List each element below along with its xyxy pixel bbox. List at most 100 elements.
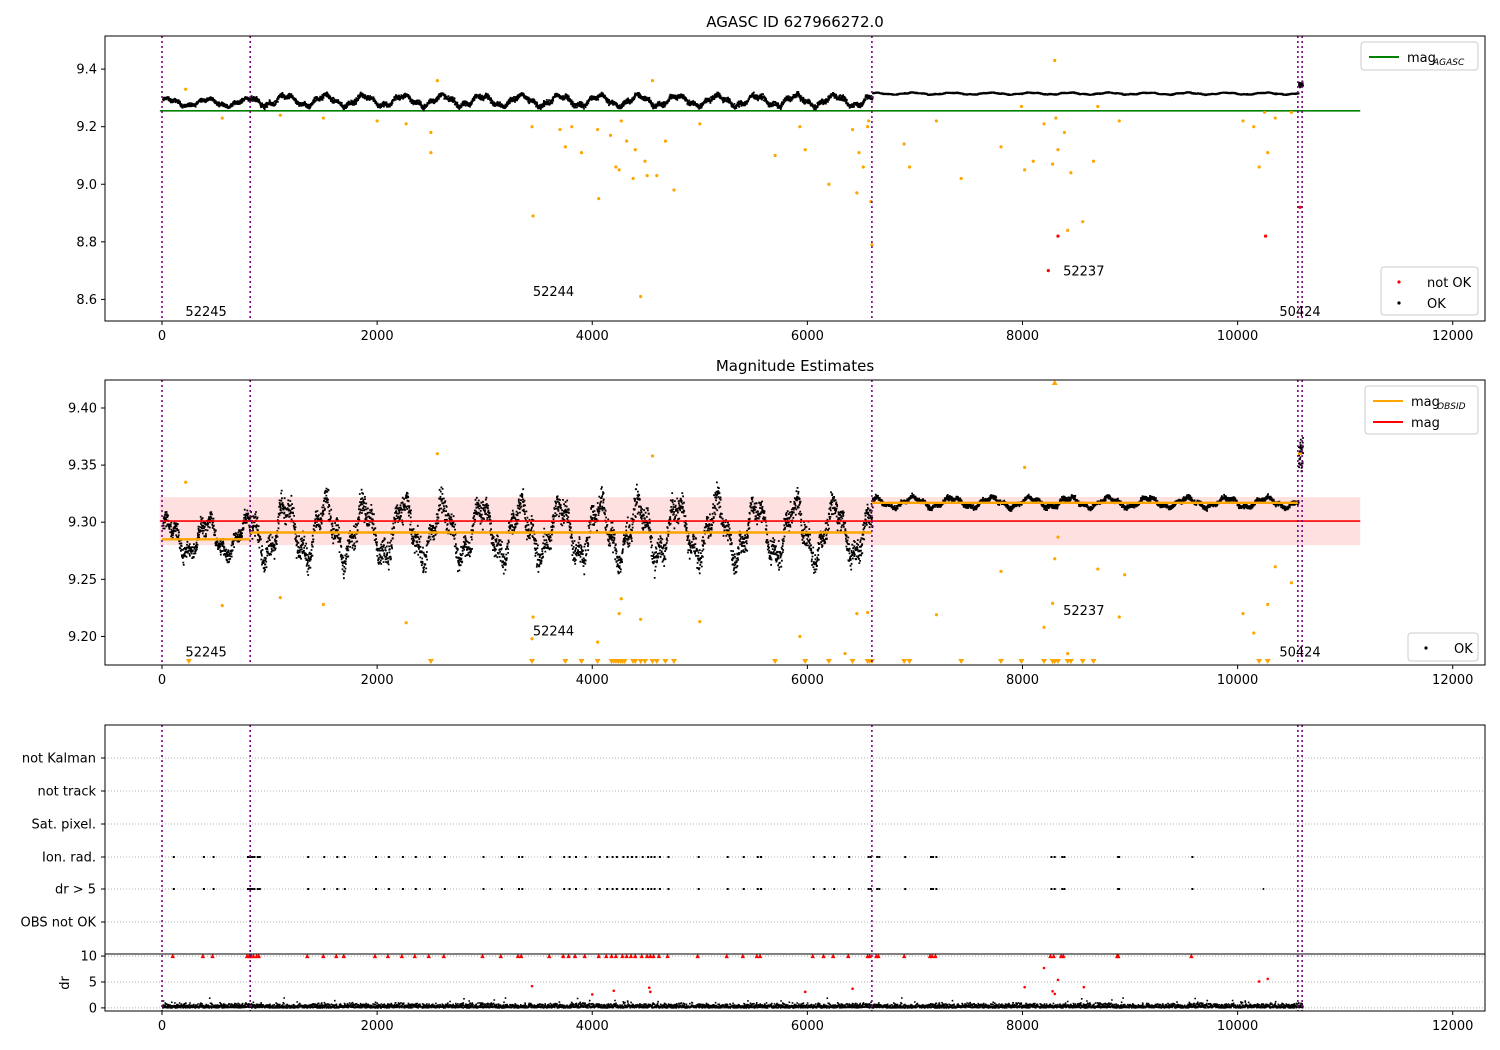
x-tick-label: 4000 bbox=[576, 673, 609, 688]
x-tick-label: 0 bbox=[158, 329, 166, 344]
orange-outlier-point bbox=[1062, 130, 1067, 135]
dr-clipped-marker bbox=[1051, 953, 1056, 959]
orange-outlier-point bbox=[959, 176, 963, 181]
below-range-marker bbox=[1054, 659, 1061, 664]
orange-outlier-point bbox=[1056, 535, 1060, 539]
below-range-marker bbox=[653, 659, 660, 664]
dr-clipped-marker bbox=[561, 953, 566, 959]
orange-outlier-point bbox=[570, 125, 574, 129]
ok-points bbox=[162, 80, 1304, 112]
dr-not-ok-point bbox=[1053, 992, 1057, 996]
below-range-marker bbox=[906, 659, 913, 664]
orange-outlier-point bbox=[639, 294, 643, 299]
orange-outlier-point bbox=[625, 139, 629, 143]
flag-row-label: Sat. pixel. bbox=[32, 818, 96, 833]
dr-clipped-marker bbox=[633, 953, 638, 959]
dr-gt5-flag-points bbox=[172, 888, 1194, 890]
legend-label: OK bbox=[1427, 297, 1446, 312]
legend-dot-swatch bbox=[1424, 646, 1428, 650]
orange-outlier-point bbox=[435, 79, 439, 83]
legend-subscript: OBSID bbox=[1437, 402, 1466, 412]
below-range-marker bbox=[641, 659, 648, 664]
below-range-marker bbox=[1018, 659, 1025, 664]
orange-outlier-point bbox=[558, 127, 562, 132]
orange-outlier-point bbox=[1117, 615, 1121, 619]
below-range-marker bbox=[594, 659, 601, 664]
dr-clipped-marker bbox=[334, 953, 339, 959]
dr-clipped-marker bbox=[519, 953, 524, 959]
orange-outlier-point bbox=[619, 597, 623, 601]
orange-outlier-point bbox=[435, 452, 439, 456]
dr-clipped-marker bbox=[385, 953, 391, 959]
orange-outlier-point bbox=[1023, 465, 1027, 469]
orange-outlier-point bbox=[1241, 611, 1245, 616]
dr-not-ok-point bbox=[612, 989, 616, 993]
orange-outlier-point bbox=[934, 119, 939, 123]
dr-plot-frame bbox=[104, 953, 1486, 1012]
below-range-marker bbox=[621, 659, 628, 664]
below-range-marker bbox=[997, 659, 1004, 664]
orange-outlier-point bbox=[861, 165, 865, 169]
dr-clipped-marker bbox=[933, 953, 938, 959]
orange-outlier-point bbox=[1257, 165, 1261, 169]
dr-clipped-marker bbox=[596, 953, 601, 959]
x-tick-label: 4000 bbox=[576, 329, 609, 344]
orange-outlier-point bbox=[1066, 228, 1070, 232]
orange-outlier-point bbox=[1117, 119, 1121, 123]
legend-label: mag bbox=[1411, 395, 1440, 410]
dr-clipped-marker bbox=[929, 953, 935, 959]
orange-outlier-point bbox=[1289, 110, 1293, 114]
dr-not-ok-point bbox=[649, 990, 652, 994]
orange-outlier-point bbox=[1096, 567, 1100, 571]
x-tick-label: 0 bbox=[158, 673, 166, 688]
magnitude-title: Magnitude Estimates bbox=[716, 357, 874, 375]
dr-not-ok-point bbox=[1082, 985, 1086, 989]
below-range-marker bbox=[578, 659, 585, 664]
orange-outlier-point bbox=[1123, 573, 1127, 577]
below-range-marker bbox=[1079, 659, 1086, 664]
x-tick-label: 10000 bbox=[1217, 329, 1258, 344]
below-range-marker bbox=[1067, 659, 1074, 664]
flag-row-label: Ion. rad. bbox=[42, 851, 96, 866]
orange-outlier-point bbox=[1081, 220, 1085, 224]
dr-gt5-flag-point bbox=[1262, 888, 1265, 890]
orange-outlier-point bbox=[1069, 171, 1073, 175]
below-range-marker bbox=[427, 659, 434, 664]
dr-not-ok-point bbox=[1042, 966, 1046, 970]
below-range-marker bbox=[1264, 659, 1271, 664]
orange-outlier-point bbox=[1051, 601, 1055, 605]
obsid-label: 52244 bbox=[533, 625, 574, 640]
orange-outlier-point bbox=[870, 243, 874, 247]
x-tick-label: 8000 bbox=[1006, 1019, 1039, 1034]
dr-not-ok-point bbox=[1266, 977, 1270, 981]
obsid-label: 50424 bbox=[1279, 645, 1320, 660]
dr-clipped-marker bbox=[412, 953, 417, 959]
orange-outlier-point bbox=[827, 182, 831, 186]
orange-outlier-point bbox=[999, 145, 1003, 149]
orange-outlier-point bbox=[1042, 122, 1046, 126]
y-tick-label: 9.25 bbox=[68, 573, 97, 588]
dr-clipped-marker bbox=[830, 953, 836, 959]
orange-outlier-point bbox=[1096, 104, 1100, 109]
y-tick-label: 9.20 bbox=[68, 630, 97, 645]
dr-clipped-marker bbox=[644, 953, 650, 959]
magnitude-estimates-panel: 52245 52244 52237 50424 Magnitude Estimates… bbox=[68, 357, 1486, 688]
dr-ok-points bbox=[162, 997, 1304, 1009]
orange-outlier-point bbox=[650, 79, 655, 83]
below-range-marker bbox=[1041, 659, 1048, 664]
x-tick-label: 2000 bbox=[361, 673, 394, 688]
orange-outlier-point bbox=[429, 150, 433, 155]
y-tick-label: 9.40 bbox=[68, 401, 97, 416]
orange-outlier-point bbox=[663, 139, 667, 143]
orange-outlier-point bbox=[278, 113, 282, 117]
x-tick-label: 2000 bbox=[361, 329, 394, 344]
y-tick-label: 5 bbox=[89, 975, 97, 990]
not-ok-point bbox=[1046, 269, 1050, 273]
x-tick-label: 6000 bbox=[791, 1019, 824, 1034]
orange-outlier-point bbox=[855, 191, 859, 195]
orange-outlier-point bbox=[1053, 58, 1057, 63]
dr-clipped-marker bbox=[441, 953, 447, 959]
x-tick-label: 10000 bbox=[1217, 673, 1258, 688]
orange-outlier-point bbox=[698, 122, 702, 126]
orange-outlier-point bbox=[404, 621, 408, 625]
